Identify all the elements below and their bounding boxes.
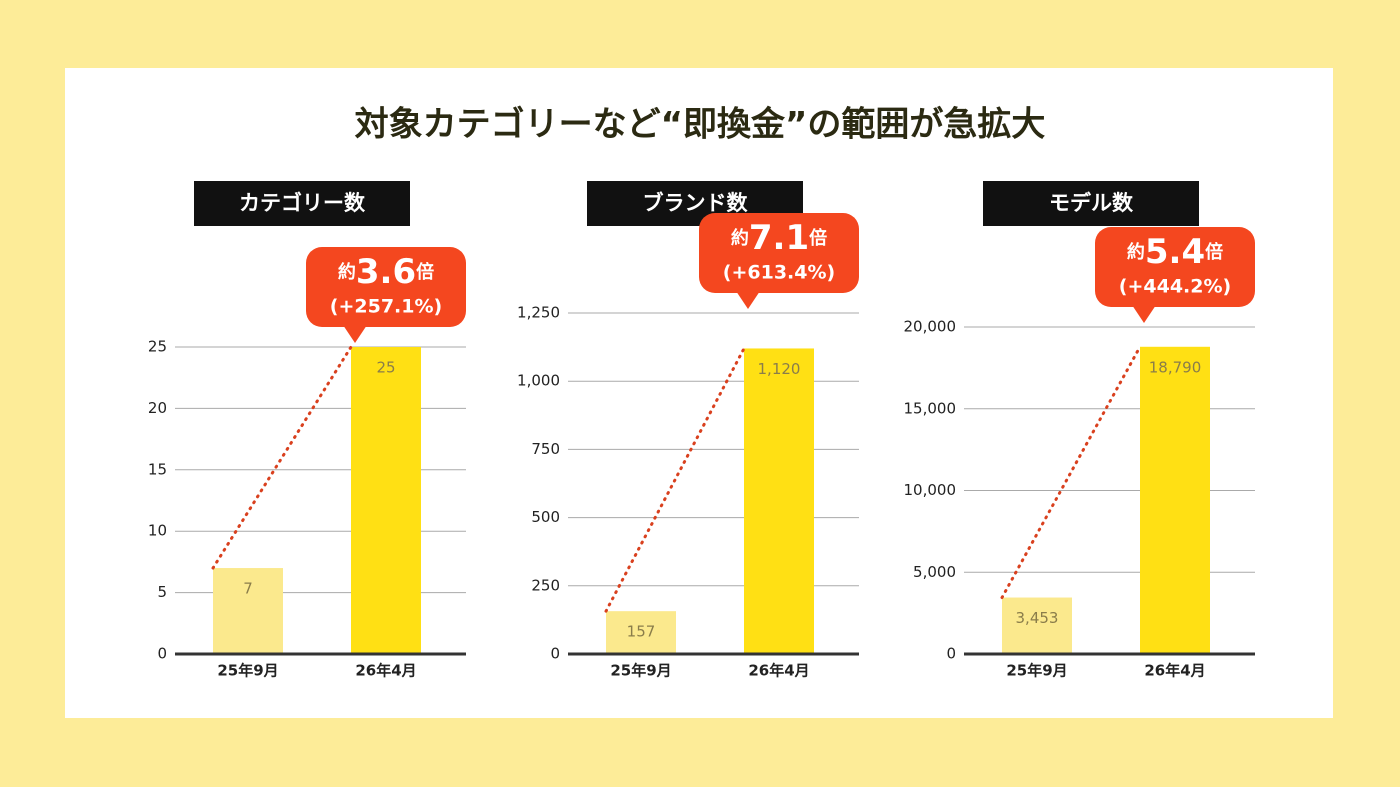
- value-label: 25: [376, 359, 395, 377]
- y-tick-label: 10,000: [904, 481, 957, 499]
- bar: [744, 348, 814, 654]
- callout-prefix: 約: [1127, 241, 1145, 263]
- y-tick-label: 0: [550, 645, 560, 663]
- panel-title: ブランド数: [643, 191, 749, 215]
- value-label: 157: [627, 623, 656, 641]
- bar: [351, 347, 421, 654]
- panel-title-box: [194, 181, 410, 226]
- callout-suffix: 倍: [416, 261, 434, 283]
- panel-title: モデル数: [1049, 191, 1134, 215]
- x-tick-label: 25年9月: [217, 662, 278, 680]
- trend-line: [604, 346, 746, 613]
- callout-number: 5.4: [1145, 232, 1205, 272]
- trend-line: [1000, 345, 1142, 600]
- callout-ratio: 約5.4倍: [1127, 232, 1223, 272]
- callout-number: 3.6: [356, 252, 416, 292]
- callout-prefix: 約: [731, 227, 749, 249]
- callout-suffix: 倍: [809, 227, 827, 249]
- x-tick-label: 26年4月: [748, 662, 809, 680]
- y-tick-label: 1,250: [517, 304, 560, 322]
- y-tick-label: 15: [148, 460, 167, 478]
- y-tick-label: 750: [531, 440, 560, 458]
- callout-prefix: 約: [338, 261, 356, 283]
- y-tick-label: 25: [148, 338, 167, 356]
- y-tick-label: 5,000: [913, 563, 956, 581]
- bar: [213, 568, 283, 654]
- y-tick-label: 250: [531, 576, 560, 594]
- callout-box: [306, 247, 466, 327]
- panel-title-box: [983, 181, 1199, 226]
- callout-change: (+257.1%): [330, 296, 442, 318]
- panel-title: カテゴリー数: [239, 191, 366, 215]
- value-label: 18,790: [1149, 358, 1202, 376]
- x-tick-label: 25年9月: [1006, 662, 1067, 680]
- callout-ratio: 約3.6倍: [338, 252, 434, 292]
- y-tick-label: 500: [531, 508, 560, 526]
- callout-ratio: 約7.1倍: [731, 218, 827, 258]
- callout-pointer: [1132, 305, 1156, 323]
- y-tick-label: 5: [157, 583, 167, 601]
- callout-box: [699, 213, 859, 293]
- trend-line: [211, 345, 353, 570]
- y-tick-label: 0: [157, 645, 167, 663]
- value-label: 3,453: [1016, 609, 1059, 627]
- value-label: 1,120: [758, 360, 801, 378]
- callout-box: [1095, 227, 1255, 307]
- callout-suffix: 倍: [1205, 241, 1223, 263]
- callout-change: (+613.4%): [723, 262, 835, 284]
- callout-change: (+444.2%): [1119, 276, 1231, 298]
- x-tick-label: 26年4月: [355, 662, 416, 680]
- callout-number: 7.1: [749, 218, 809, 258]
- bar: [1002, 597, 1072, 654]
- y-tick-label: 10: [148, 522, 167, 540]
- bar: [1140, 346, 1210, 654]
- y-tick-label: 1,000: [517, 372, 560, 390]
- y-tick-label: 20,000: [904, 318, 957, 336]
- bar: [606, 611, 676, 654]
- y-tick-label: 0: [946, 645, 956, 663]
- y-tick-label: 20: [148, 399, 167, 417]
- value-label: 7: [243, 580, 253, 598]
- x-tick-label: 26年4月: [1144, 662, 1205, 680]
- page-title: 対象カテゴリーなど“即換金”の範囲が急拡大: [355, 105, 1046, 145]
- callout-pointer: [736, 291, 760, 309]
- callout-pointer: [343, 325, 367, 343]
- y-tick-label: 15,000: [904, 399, 957, 417]
- x-tick-label: 25年9月: [610, 662, 671, 680]
